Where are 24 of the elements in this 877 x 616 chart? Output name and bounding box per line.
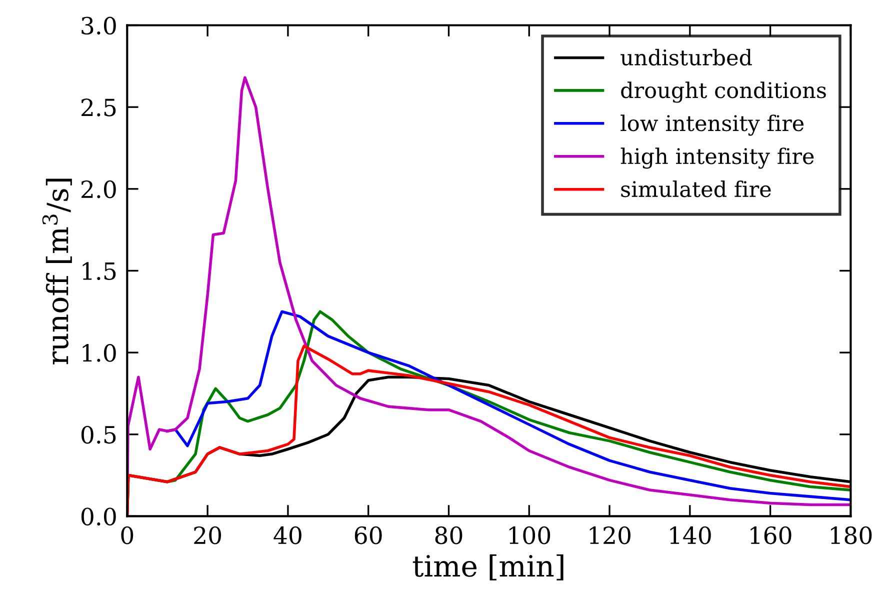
y-axis-title: runoff [m$^{3}$/s] xyxy=(42,178,72,364)
x-tick-label: 100 xyxy=(509,526,550,544)
x-axis-title: time [min] xyxy=(412,554,564,580)
x-tick-label: 160 xyxy=(750,526,792,544)
x-tick-label: 20 xyxy=(194,526,222,544)
x-tick-label: 120 xyxy=(590,526,630,544)
legend-label: drought conditions xyxy=(621,82,826,103)
y-tick-label: 0.5 xyxy=(81,426,116,444)
x-tick-label: 60 xyxy=(354,526,382,544)
y-tick-label: 2.5 xyxy=(81,98,116,116)
legend-label: undisturbed xyxy=(620,48,752,66)
y-tick-label: 2.0 xyxy=(81,180,116,198)
legend-label: simulated fire xyxy=(621,180,771,198)
x-tick-label: 180 xyxy=(831,526,872,544)
y-tick-label: 3.0 xyxy=(82,16,116,35)
y-tick-label: 0.0 xyxy=(81,508,116,526)
x-tick-label: 140 xyxy=(670,526,711,544)
legend-label: low intensity fire xyxy=(620,114,804,136)
legend-label: high intensity fire xyxy=(620,148,814,169)
x-tick-label: 0 xyxy=(121,526,134,544)
x-tick-label: 40 xyxy=(274,526,302,544)
x-tick-label: 80 xyxy=(435,526,462,544)
y-tick-label: 1.5 xyxy=(82,262,116,280)
y-tick-label: 1.0 xyxy=(82,344,116,362)
